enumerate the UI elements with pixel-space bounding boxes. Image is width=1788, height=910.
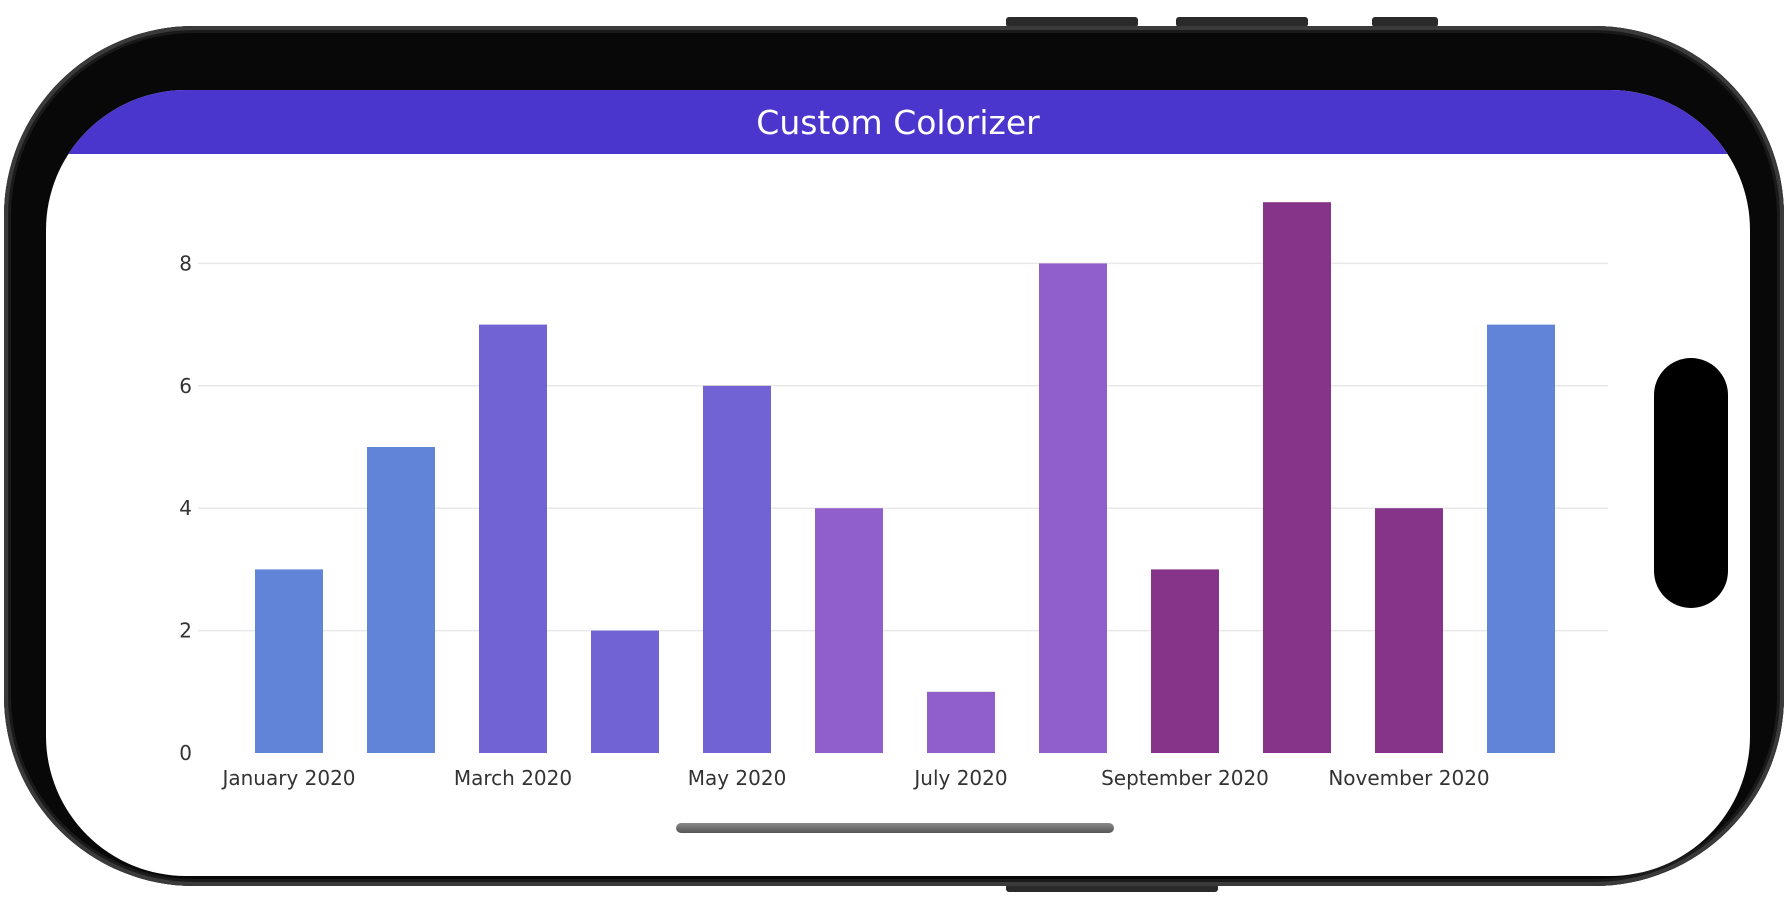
bar-7[interactable] — [927, 691, 995, 753]
x-tick-label: September 2020 — [1101, 766, 1269, 790]
page-title: Custom Colorizer — [756, 102, 1040, 142]
x-tick-label: November 2020 — [1328, 766, 1489, 790]
y-tick-label: 6 — [179, 374, 192, 398]
y-axis: 0 2 4 6 8 — [179, 251, 192, 765]
bar-5[interactable] — [703, 385, 771, 753]
action-button — [1372, 17, 1438, 27]
bar-8[interactable] — [1039, 263, 1107, 753]
volume-down-button — [1176, 17, 1308, 27]
dynamic-island — [1654, 358, 1728, 608]
x-axis: January 2020 March 2020 May 2020 July 2020 S… — [220, 766, 1489, 790]
bar-10[interactable] — [1263, 202, 1331, 753]
bar-series — [255, 202, 1555, 753]
bar-9[interactable] — [1151, 569, 1219, 753]
x-tick-label: January 2020 — [220, 766, 355, 790]
navigation-bar: Custom Colorizer — [46, 90, 1750, 154]
bar-2[interactable] — [367, 447, 435, 753]
bar-3[interactable] — [479, 324, 547, 753]
bar-4[interactable] — [591, 630, 659, 753]
bar-11[interactable] — [1375, 508, 1443, 753]
volume-up-button — [1006, 17, 1138, 27]
bar-6[interactable] — [815, 508, 883, 753]
y-tick-label: 8 — [179, 251, 192, 275]
y-tick-label: 0 — [179, 741, 192, 765]
x-tick-label: July 2020 — [912, 766, 1007, 790]
y-tick-label: 2 — [179, 619, 192, 643]
app-screen: Custom Colorizer — [46, 90, 1750, 876]
y-tick-label: 4 — [179, 496, 192, 520]
bar-1[interactable] — [255, 569, 323, 753]
bar-12[interactable] — [1487, 324, 1555, 753]
home-indicator[interactable] — [676, 823, 1114, 833]
x-tick-label: March 2020 — [454, 766, 572, 790]
side-button — [1006, 882, 1218, 892]
x-tick-label: May 2020 — [688, 766, 787, 790]
